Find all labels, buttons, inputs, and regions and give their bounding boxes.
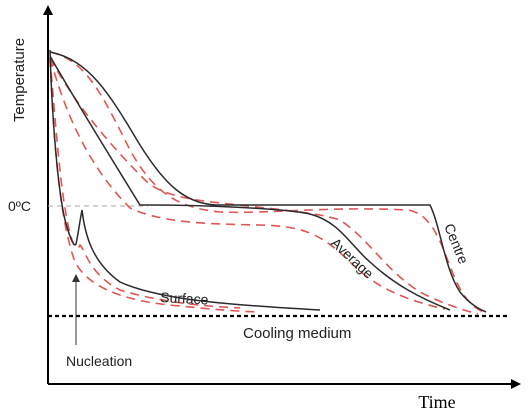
nucleation-label: Nucleation: [66, 353, 132, 369]
y-axis-label: Temperature: [11, 38, 28, 122]
surface-label: Surface: [160, 289, 209, 308]
surface-dashed-curve-lower: [49, 57, 261, 313]
zero-label: 0ºC: [8, 198, 31, 214]
cooling-medium-label: Cooling medium: [243, 325, 351, 342]
average-solid-curve: [49, 55, 451, 311]
average-dashed-curve-lower: [49, 57, 446, 310]
surface-solid-curve: [49, 49, 321, 311]
x-axis-label: Time: [418, 392, 455, 412]
centre-dashed-curve: [49, 51, 485, 313]
average-label: Average: [328, 234, 377, 281]
centre-solid-curve: [49, 51, 487, 313]
average-dashed-curve-upper: [49, 57, 479, 315]
surface-dashed-curve-upper: [49, 57, 241, 309]
